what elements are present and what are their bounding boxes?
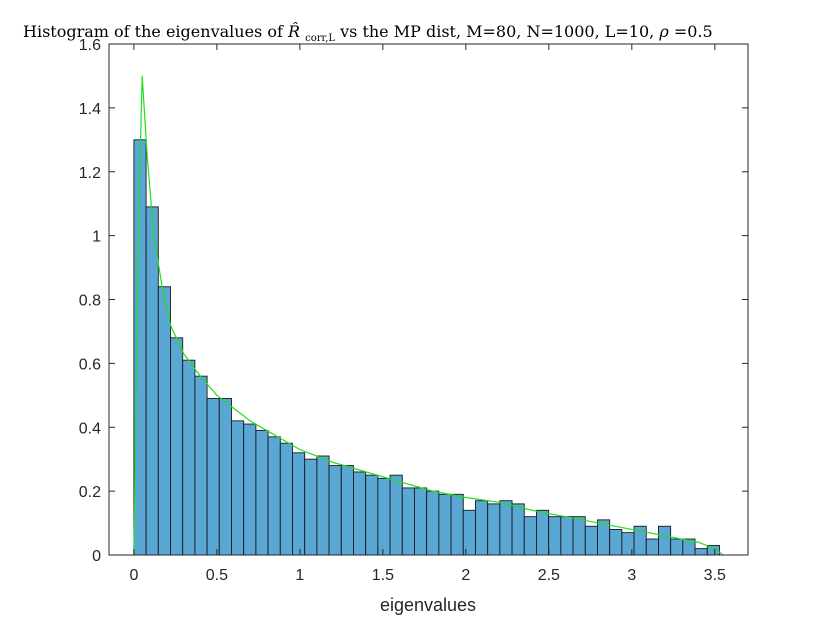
histogram-bar (194, 375, 208, 556)
histogram-bar (133, 139, 147, 556)
histogram-bar (584, 525, 598, 556)
chart-title-rho-value: =0.5 (674, 22, 713, 41)
histogram-bar (182, 359, 196, 556)
histogram-bar (401, 487, 415, 556)
histogram-bar (645, 538, 659, 556)
histogram-bar (304, 458, 318, 556)
x-tick-label: 3 (627, 567, 636, 584)
histogram-bar (267, 436, 281, 556)
chart-title: Histogram of the eigenvalues of R̂ corr,… (23, 22, 713, 45)
histogram-bar (694, 548, 708, 556)
y-tick-label: 0.6 (79, 356, 101, 373)
histogram-bar (157, 286, 171, 556)
y-tick-label: 0.8 (79, 293, 101, 310)
histogram-bar (609, 529, 623, 556)
histogram-bar (438, 493, 452, 556)
histogram-bar (377, 477, 391, 556)
histogram-bar (426, 490, 440, 556)
x-axis-label: eigenvalues (380, 595, 476, 615)
histogram-bar (475, 500, 489, 556)
histogram-bar (414, 487, 428, 556)
histogram-bar (145, 206, 159, 556)
histogram-bar (206, 398, 220, 556)
plot-area: 0 0.5 1 1.5 2 2.5 3 3.5 0 0.2 0.4 0.6 0.8 1 1.2 1.4 1.6 (79, 37, 749, 584)
histogram-bar (499, 500, 513, 556)
x-tick-label: 2 (461, 567, 470, 584)
histogram-bar (316, 455, 330, 556)
histogram-bar (523, 516, 537, 556)
x-tick-label: 1 (295, 567, 304, 584)
histogram-bar (560, 516, 574, 556)
histogram-bar (572, 516, 586, 556)
histogram-bar (670, 538, 684, 556)
histogram-bar (292, 452, 306, 556)
histogram-bar (231, 420, 245, 556)
y-tick-label: 1.2 (79, 165, 101, 182)
histogram-bar (536, 509, 550, 556)
histogram-bar (340, 465, 354, 556)
histogram-bar (389, 474, 403, 556)
chart-title-prefix: Histogram of the eigenvalues of (23, 22, 288, 41)
x-tick-label: 1.5 (372, 567, 394, 584)
histogram-bar (243, 423, 257, 556)
y-tick-label: 1.4 (79, 101, 101, 118)
histogram-bar (658, 525, 672, 556)
x-tick-label: 0 (129, 567, 138, 584)
chart-title-symbol-subscript: corr,L (305, 33, 335, 44)
histogram-bar (487, 503, 501, 556)
histogram-bar (170, 337, 184, 556)
chart-title-suffix: vs the MP dist, M=80, N=1000, L=10, (339, 22, 659, 41)
histogram-bar (548, 516, 562, 556)
histogram-bar (365, 474, 379, 556)
histogram-bar (328, 465, 342, 556)
y-tick-label: 0.4 (79, 420, 101, 437)
y-tick-label: 1 (92, 229, 101, 246)
histogram-bar (279, 442, 293, 556)
histogram-bar (218, 398, 232, 556)
x-tick-label: 3.5 (704, 567, 726, 584)
x-tick-label: 2.5 (538, 567, 560, 584)
histogram-bar (462, 509, 476, 556)
y-tick-label: 1.6 (79, 37, 101, 54)
mp-distribution-line (133, 75, 724, 556)
chart-title-rho: ρ (658, 22, 669, 41)
chart-title-symbol: R̂ (287, 22, 300, 41)
x-tick-label: 0.5 (206, 567, 228, 584)
histogram-bar (353, 471, 367, 556)
y-tick-label: 0.2 (79, 484, 101, 501)
y-tick-label: 0 (92, 548, 101, 565)
histogram-bar (450, 493, 464, 556)
histogram-bar (511, 503, 525, 556)
histogram-bar (255, 429, 269, 556)
